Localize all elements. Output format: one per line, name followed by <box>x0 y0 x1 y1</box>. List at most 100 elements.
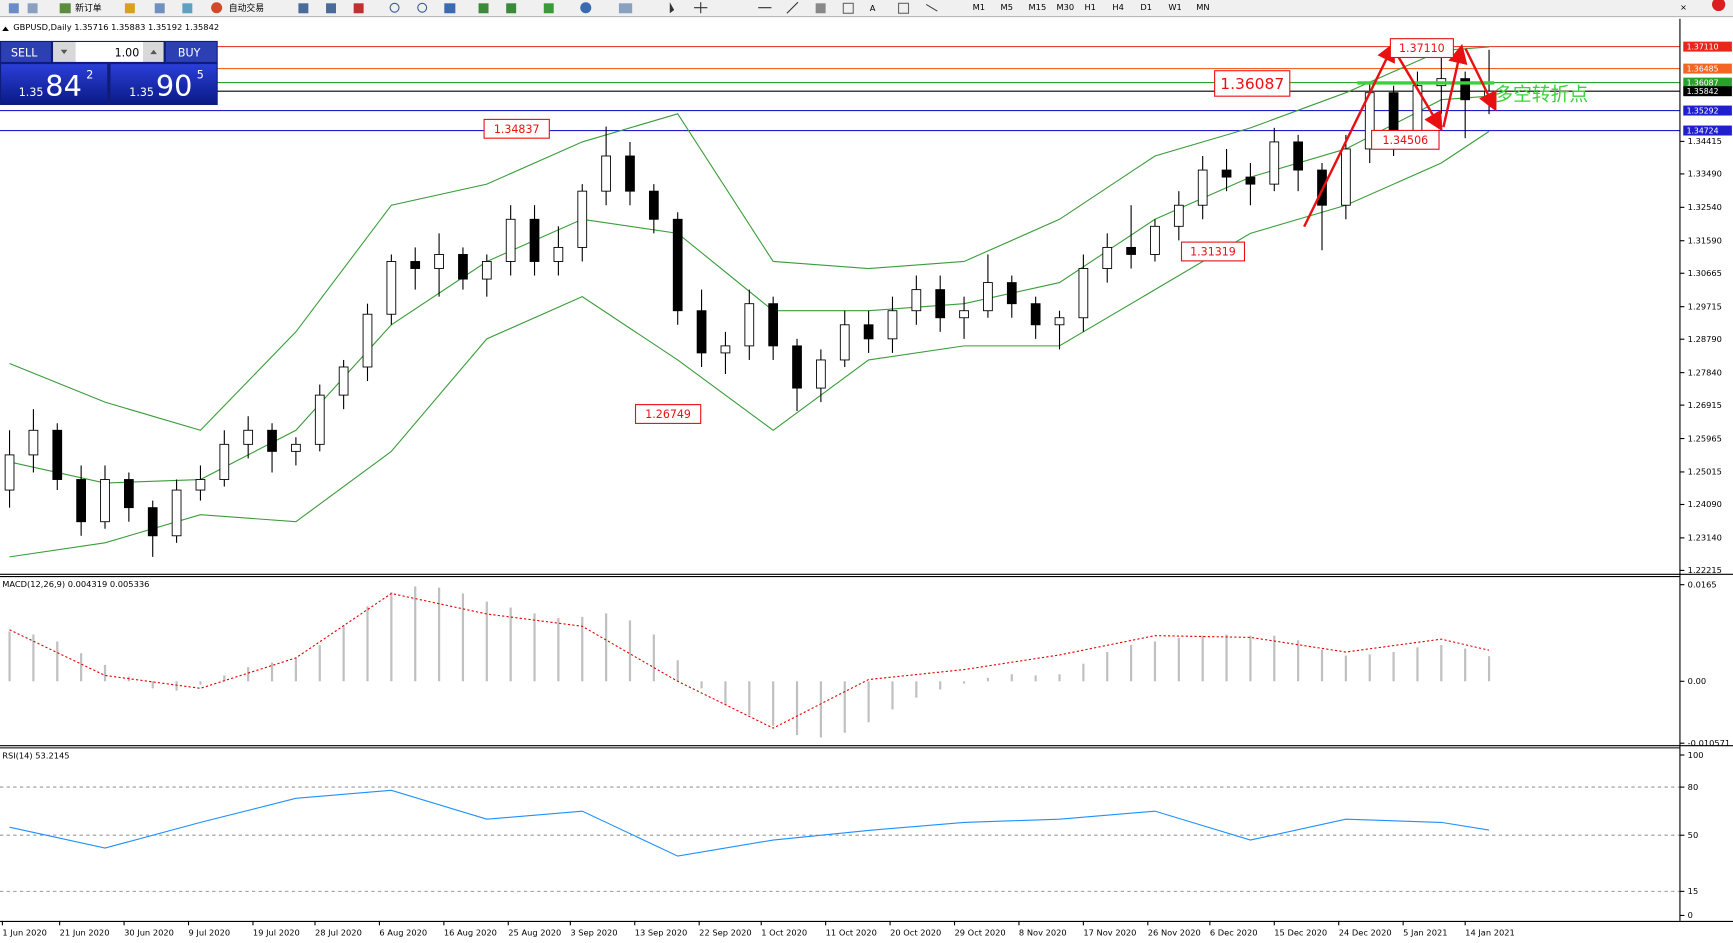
histogram-bar <box>915 681 918 698</box>
histogram-bar <box>1225 634 1228 682</box>
candle-body <box>291 443 301 452</box>
annotation-label: 1.26749 <box>645 408 691 421</box>
candle-body <box>625 155 635 192</box>
y-tick-label: 1.26915 <box>1688 400 1722 410</box>
candle-body <box>601 155 611 192</box>
timeframe-button[interactable]: M1 <box>973 2 985 12</box>
candle-body <box>792 345 802 389</box>
toolbar-icons: A × <box>8 0 1726 14</box>
histogram-bar <box>700 681 703 689</box>
bid-box[interactable] <box>1 64 108 104</box>
lot-value: 1.00 <box>115 46 140 59</box>
bid-big: 1.35 <box>19 86 44 99</box>
x-tick-label: 24 Dec 2020 <box>1339 927 1392 937</box>
histogram-bar <box>247 667 250 682</box>
indicator-title: GBPUSD,Daily 1.35716 1.35883 1.35192 1.3… <box>13 22 219 32</box>
x-tick-label: 30 Jun 2020 <box>124 927 174 937</box>
histogram-bar <box>366 606 369 682</box>
histogram-bar <box>557 618 560 682</box>
histogram-bar <box>32 634 35 682</box>
price-level-label: 1.36485 <box>1687 64 1719 73</box>
histogram-bar <box>80 653 83 682</box>
histogram-bar <box>652 634 655 682</box>
y-tick-label: -0.010571 <box>1688 738 1731 748</box>
candle-body <box>314 394 325 445</box>
candle-body <box>481 261 492 280</box>
bid-fraction: 2 <box>86 68 93 81</box>
candle-body <box>577 190 588 248</box>
svg-text:×: × <box>1680 2 1687 12</box>
histogram-bar <box>772 681 775 726</box>
candle-body <box>1054 317 1065 326</box>
new-order-button[interactable]: 新订单 <box>75 2 102 14</box>
histogram-bar <box>1487 656 1491 682</box>
annotation-box <box>1371 129 1440 150</box>
timeframe-button[interactable]: H4 <box>1112 2 1123 12</box>
candle-body <box>553 246 564 262</box>
histogram-bar <box>103 664 107 682</box>
histogram-bar <box>1320 649 1324 682</box>
lot-input[interactable] <box>75 42 144 62</box>
x-tick-label: 15 Dec 2020 <box>1274 927 1327 937</box>
histogram-bar <box>1106 652 1109 682</box>
x-tick-label: 22 Sep 2020 <box>699 927 751 937</box>
histogram-bar <box>724 681 727 705</box>
y-tick-label: 1.34415 <box>1688 136 1722 146</box>
y-tick-label: 1.22215 <box>1688 565 1722 575</box>
buy-button[interactable] <box>165 42 217 62</box>
candle-body <box>76 479 86 523</box>
x-tick-label: 19 Jul 2020 <box>253 927 300 937</box>
histogram-bar <box>1201 635 1204 682</box>
ask-big: 1.35 <box>129 86 154 99</box>
histogram-bar <box>1177 637 1180 682</box>
candle-body <box>1197 169 1208 206</box>
histogram-bar <box>819 681 822 738</box>
candle-body <box>1078 268 1089 319</box>
candle-body <box>696 310 707 354</box>
timeframe-button[interactable]: W1 <box>1168 2 1181 12</box>
annotation-box <box>483 118 550 139</box>
toolbar <box>0 0 1733 17</box>
histogram-bar <box>8 631 11 682</box>
histogram-bar <box>581 616 584 682</box>
timeframe-button[interactable]: MN <box>1196 2 1209 12</box>
annotation-box <box>1214 70 1291 97</box>
histogram-bar <box>223 675 226 682</box>
timeframe-button[interactable]: M5 <box>1001 2 1013 12</box>
histogram-bar <box>628 620 632 682</box>
candle-body <box>338 366 349 396</box>
candle-body <box>863 324 874 340</box>
drawings <box>1303 42 1497 228</box>
candle-body <box>195 479 206 491</box>
histogram-bar <box>676 660 679 682</box>
candle-body <box>362 313 373 368</box>
arrow <box>1442 43 1468 128</box>
chart-window <box>0 18 1733 943</box>
x-tick-label: 28 Jul 2020 <box>315 927 362 937</box>
sell-button[interactable] <box>1 42 51 62</box>
histogram-bar <box>843 681 846 733</box>
candle-body <box>1245 176 1256 185</box>
x-tick-label: 9 Jul 2020 <box>189 927 231 937</box>
candle-body <box>529 218 540 262</box>
candle-body <box>243 429 254 445</box>
auto-trading-button[interactable]: 自动交易 <box>229 2 264 14</box>
ask-box[interactable] <box>110 64 217 104</box>
timeframe-button[interactable]: H1 <box>1084 2 1095 12</box>
histogram-bar <box>1082 663 1085 682</box>
histogram-bar <box>509 607 512 682</box>
histogram-bar <box>1368 654 1371 682</box>
timeframe-button[interactable]: M30 <box>1056 2 1074 12</box>
indicator-line <box>9 130 1490 558</box>
timeframe-button[interactable]: M15 <box>1029 2 1047 12</box>
histogram-bar <box>795 681 799 736</box>
candle-body <box>839 324 850 361</box>
histogram-bar <box>1297 640 1300 682</box>
timeframe-button[interactable]: D1 <box>1140 2 1152 12</box>
x-tick-label: 25 Aug 2020 <box>508 927 561 937</box>
y-tick-label: 1.24090 <box>1688 499 1722 509</box>
ask-pips: 90 <box>156 69 193 103</box>
histogram-bar <box>151 681 154 689</box>
y-tick-label: 1.25015 <box>1688 467 1722 477</box>
